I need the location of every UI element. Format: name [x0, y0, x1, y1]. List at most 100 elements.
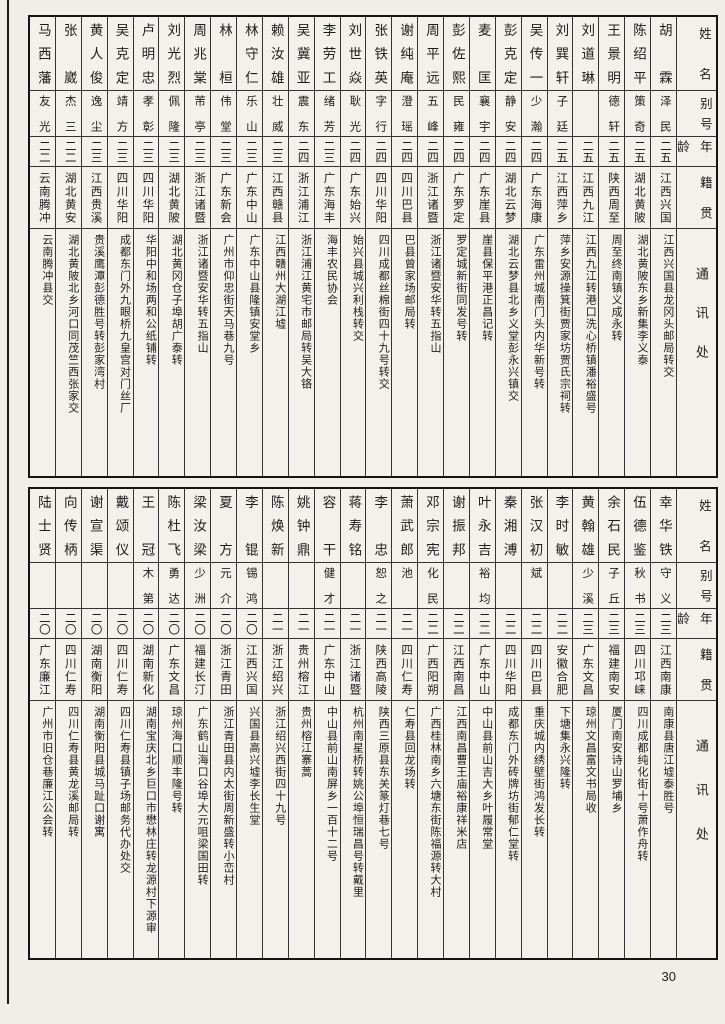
header-address-label: 通讯处	[676, 228, 716, 476]
age-cell: 二三	[262, 136, 288, 166]
age-cell: 二〇	[55, 608, 81, 638]
native-cell: 云南腾冲	[30, 166, 55, 228]
entry-column: 李锟 锡鸿 二〇 江西兴国 兴国县高兴墟李长生堂	[236, 489, 262, 958]
alias-cell: 少溪	[573, 562, 599, 608]
native-cell: 江西赣县	[262, 166, 288, 228]
address-cell: 湖北云梦县北乡义堂彭永兴镇交	[495, 228, 521, 476]
name-cell: 夏方	[217, 495, 232, 556]
alias-cell	[30, 562, 55, 608]
address-cell: 南康县唐江墟泰胜号	[651, 700, 676, 958]
native-cell: 四川巴县	[392, 166, 418, 228]
native-cell: 四川华阳	[133, 166, 159, 228]
header-age-label: 年龄	[676, 608, 716, 638]
entry-column: 黄翰雄 少溪 二三 广东文昌 琼州文昌富文书局收	[572, 489, 599, 958]
native-cell: 浙江绍兴	[262, 638, 288, 700]
alias-cell: 耿光	[340, 90, 366, 136]
name-cell: 卢明忠	[139, 23, 155, 84]
age-cell: 二三	[211, 136, 236, 166]
name-cell: 谢振邦	[449, 495, 465, 556]
address-cell: 成都东门外九眼桥九皇宫对门丝厂	[107, 228, 133, 476]
age-cell: 二二	[444, 608, 469, 638]
name-cell: 刘光烈	[165, 23, 181, 84]
entry-column: 赖汝雄 壮威 二三 江西赣县 江西赣州大湖江墟	[261, 17, 288, 476]
name-cell: 幸华铁	[656, 495, 672, 556]
native-cell: 湖南衡阳	[81, 638, 107, 700]
age-cell: 二四	[495, 136, 521, 166]
native-cell: 四川巴县	[521, 638, 547, 700]
name-cell: 容干	[320, 495, 336, 556]
age-cell: 二一	[314, 608, 340, 638]
alias-cell: 锡鸿	[237, 562, 262, 608]
alias-cell: 襄宇	[469, 90, 495, 136]
age-cell: 二四	[444, 136, 469, 166]
age-cell: 二四	[366, 136, 392, 166]
entry-column: 蒋寿铭 二一 浙江诸暨 杭州南星桥转姚公埠恒瑞昌号转戴里	[339, 489, 366, 958]
entry-column: 张汉初斌二二 四川巴县 重庆城内绣壁街鸿发长转	[520, 489, 547, 958]
native-cell: 广东中山	[237, 166, 262, 228]
name-cell: 胡霖	[656, 23, 672, 84]
age-cell: 二三	[107, 136, 133, 166]
name-cell: 李时敏	[553, 495, 569, 556]
address-cell: 浙江青田县内太街周新盛转小峦村	[211, 700, 236, 958]
age-cell: 二〇	[133, 608, 159, 638]
entry-column: 叶永吉 裕均 二二 广东中山 中山县前山吉大乡叶履常堂	[468, 489, 495, 958]
age-cell: 二五	[599, 136, 625, 166]
address-cell: 海丰农民协会	[314, 228, 340, 476]
name-cell: 叶永吉	[475, 495, 491, 556]
alias-cell	[55, 562, 81, 608]
name-cell: 陆士贤	[35, 495, 51, 556]
name-cell: 刘世焱	[346, 23, 362, 84]
address-cell: 杭州南星桥转姚公埠恒瑞昌号转戴里	[340, 700, 366, 958]
address-cell: 湖南宝庆北乡巨口市懋林庄转龙源村下源审	[133, 700, 159, 958]
name-cell: 姚钟鼎	[294, 495, 310, 556]
age-cell: 二一	[262, 608, 288, 638]
name-cell: 麦匡	[475, 23, 491, 84]
entry-column: 彭佐熙 民雍 二四 广东罗定 罗定城新街同发号转	[443, 17, 469, 476]
address-cell: 浙江绍兴西街四十九号	[262, 700, 288, 958]
age-cell: 二〇	[107, 608, 133, 638]
age-cell: 二三	[159, 136, 185, 166]
address-cell: 广西桂林南乡六塘东街陈福源转大村	[418, 700, 443, 958]
address-cell: 中山县前山南屏乡一百十二号	[314, 700, 340, 958]
name-cell: 张崴	[61, 23, 77, 84]
entry-column: 胡霖 泽民 二五 江西兴国 江西兴国县龙冈头邮局转交	[650, 17, 676, 476]
native-cell: 广东崖县	[469, 166, 495, 228]
age-cell: 二四	[521, 136, 547, 166]
alias-cell: 德轩	[599, 90, 625, 136]
address-cell: 贵溪鹰潭彭德胜号转彭家湾村	[81, 228, 107, 476]
native-cell: 安徽合肥	[547, 638, 573, 700]
alias-cell: 乐山	[237, 90, 262, 136]
alias-cell: 泽民	[651, 90, 676, 136]
alias-cell: 恕之	[366, 562, 392, 608]
native-cell: 浙江诸暨	[340, 638, 366, 700]
name-cell: 戴颂仪	[113, 495, 129, 556]
address-cell: 江西兴国县龙冈头邮局转交	[651, 228, 676, 476]
age-cell: 二五	[547, 136, 573, 166]
name-cell: 吴传一	[527, 23, 543, 84]
entry-column: 周兆棠 芾亭 二三 浙江诸暨 浙江诸暨安华转五指山	[184, 17, 211, 476]
alias-cell: 壮威	[262, 90, 288, 136]
name-cell: 林桓	[217, 23, 232, 84]
native-cell: 广东罗定	[444, 166, 469, 228]
alias-cell: 少洲	[185, 562, 211, 608]
address-cell: 江西赣州大湖江墟	[262, 228, 288, 476]
alias-cell: 秋书	[625, 562, 650, 608]
age-cell: 二二	[469, 608, 495, 638]
address-cell: 云南腾冲县交	[30, 228, 55, 476]
native-cell: 湖南新化	[133, 638, 159, 700]
name-cell: 林守仁	[242, 23, 258, 84]
age-cell: 二三	[573, 608, 599, 638]
address-cell: 中山县前山吉大乡叶履常堂	[469, 700, 495, 958]
native-cell: 广东始兴	[340, 166, 366, 228]
native-cell: 广东海丰	[314, 166, 340, 228]
alias-cell: 斌	[521, 562, 547, 608]
header-alias-label: 别号	[676, 562, 716, 608]
age-cell: 二四	[418, 136, 443, 166]
address-cell: 琼州海口顺丰隆号转	[159, 700, 185, 958]
native-cell: 江西贵溪	[81, 166, 107, 228]
native-cell: 福建南安	[599, 638, 625, 700]
name-cell: 吴克定	[113, 23, 129, 84]
name-cell: 蒋寿铭	[346, 495, 362, 556]
name-cell: 黄翰雄	[579, 495, 595, 556]
